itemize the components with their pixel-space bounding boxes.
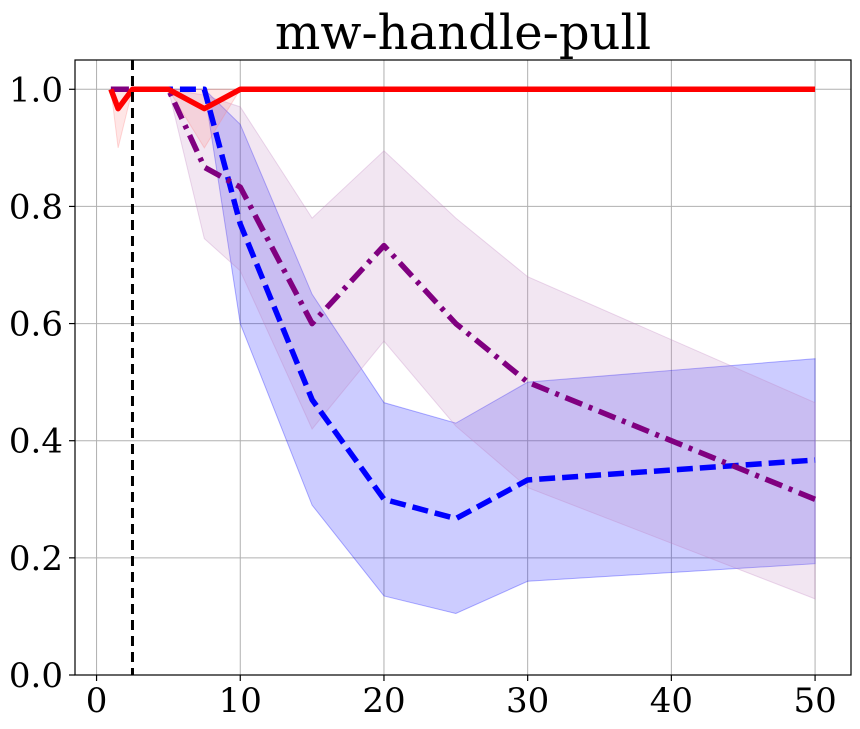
y-tick-label-2: 0.4 <box>9 422 63 462</box>
x-axis-ticks: 0 10 20 30 40 50 <box>86 675 837 721</box>
plot-frame <box>74 59 852 676</box>
y-axis-ticks: 0.0 0.2 0.4 0.6 0.8 1.0 <box>9 70 75 696</box>
y-tick-label-3: 0.6 <box>9 305 63 345</box>
x-tick-label-2: 20 <box>362 681 405 721</box>
line-series-0 <box>110 86 816 522</box>
series-lines <box>108 86 817 522</box>
y-tick-label-0: 0.0 <box>9 656 63 696</box>
x-tick-label-4: 40 <box>650 681 693 721</box>
x-tick-label-3: 30 <box>506 681 549 721</box>
x-tick-label-0: 0 <box>86 681 108 721</box>
confidence-bands <box>110 88 816 615</box>
y-tick-label-4: 0.8 <box>9 187 63 227</box>
line-series-1 <box>110 86 817 502</box>
y-tick-label-1: 0.2 <box>9 539 63 579</box>
line-series-2 <box>108 86 816 112</box>
x-tick-label-1: 10 <box>219 681 262 721</box>
x-tick-label-5: 50 <box>793 681 836 721</box>
chart-title: mw-handle-pull <box>275 5 651 61</box>
y-tick-label-5: 1.0 <box>9 70 63 110</box>
